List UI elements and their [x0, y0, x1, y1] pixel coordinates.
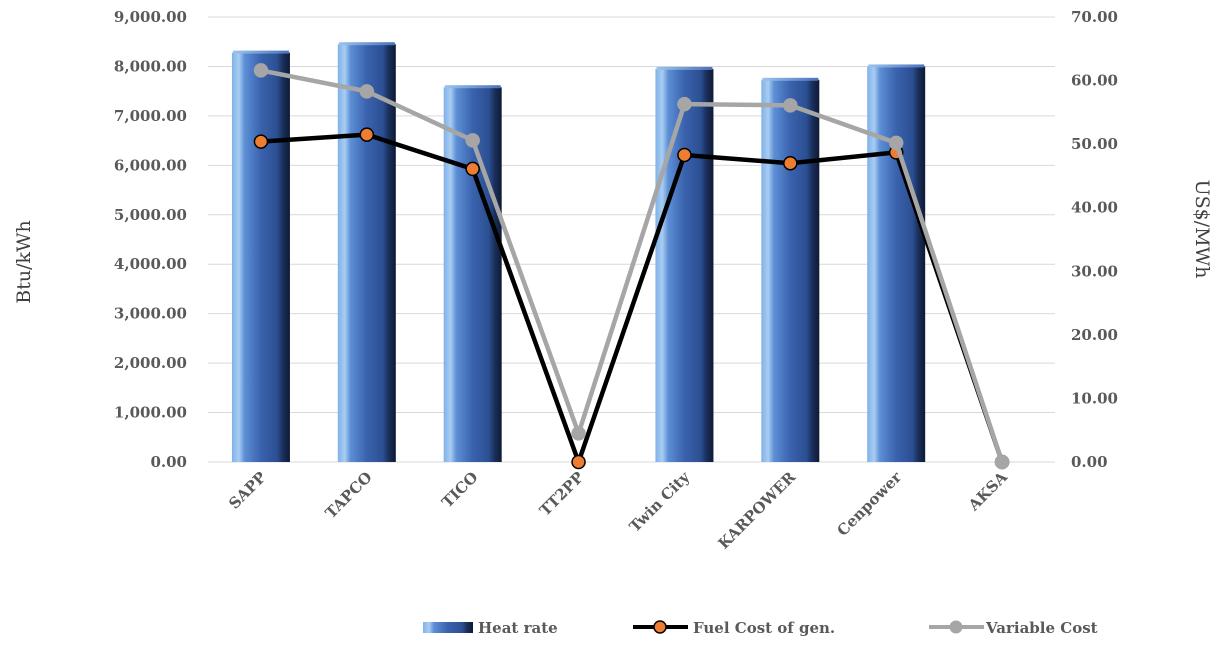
bar-heat-rate [761, 79, 820, 463]
category-label: KARPOWER [715, 468, 800, 553]
right-tick-label: 0.00 [1071, 453, 1108, 471]
legend-label-variable-cost: Variable Cost [985, 619, 1098, 637]
left-tick-label: 8,000.00 [114, 57, 187, 75]
line-fuel-cost [260, 132, 1005, 465]
right-tick-label: 10.00 [1071, 389, 1118, 407]
point-variable-cost [465, 133, 480, 148]
left-tick-label: 2,000.00 [114, 354, 187, 372]
left-tick-label: 5,000.00 [114, 206, 187, 224]
left-tick-label: 1,000.00 [114, 404, 187, 422]
bar-top [444, 85, 501, 89]
bar-heat-rate [337, 44, 396, 462]
category-label: AKSA [964, 468, 1011, 515]
right-tick-label: 60.00 [1071, 72, 1118, 90]
line-variable-cost [260, 68, 1005, 463]
right-axis-title: US$/MWh [1191, 180, 1213, 279]
category-label: TAPCO [322, 468, 376, 522]
point-fuel-cost [677, 147, 692, 163]
category-label: Cenpower [833, 467, 905, 539]
right-tick-label: 70.00 [1071, 8, 1118, 26]
point-variable-cost [571, 426, 586, 441]
right-tick-label: 30.00 [1071, 262, 1118, 280]
bar-heat-rate [443, 87, 502, 462]
bar-top [232, 50, 289, 54]
right-axis-ticks: 0.00 10.00 20.00 30.00 40.00 50.00 60.00 70.00 [1071, 8, 1118, 471]
point-variable-cost [994, 454, 1010, 470]
point-variable-cost [253, 63, 269, 78]
point-variable-cost [888, 135, 904, 151]
point-variable-cost [677, 96, 692, 112]
left-tick-label: 9,000.00 [114, 8, 187, 26]
right-tick-label: 50.00 [1071, 135, 1118, 153]
point-fuel-cost [571, 454, 586, 470]
point-fuel-cost [253, 134, 269, 149]
bar-heat-rate [655, 68, 714, 463]
left-tick-label: 6,000.00 [114, 156, 187, 174]
category-label: TICO [438, 468, 481, 511]
point-variable-cost [783, 98, 798, 113]
bar-top [868, 64, 925, 68]
category-labels: SAPP TAPCO TICO TT2PP Twin City KARPOWER Cenpo… [225, 467, 1011, 552]
point-variable-cost [359, 84, 375, 99]
legend-item-variable-cost: Variable Cost [929, 619, 1098, 637]
legend-marker-fuel-cost [653, 620, 667, 634]
right-tick-label: 40.00 [1071, 199, 1118, 217]
point-fuel-cost [783, 155, 798, 171]
legend-item-fuel-cost: Fuel Cost of gen. [633, 619, 835, 637]
bar-heat-rate [231, 52, 290, 462]
legend-swatch-heat-rate [423, 622, 473, 633]
left-axis-title: Btu/kWh [13, 220, 35, 304]
category-label: TT2PP [536, 468, 587, 519]
legend-label-fuel-cost: Fuel Cost of gen. [693, 619, 835, 637]
bar-heat-rate [867, 66, 926, 462]
legend-marker-variable-cost [949, 620, 963, 634]
left-axis-ticks: 0.00 1,000.00 2,000.00 3,000.00 4,000.00 5,00… [114, 8, 187, 471]
right-tick-label: 20.00 [1071, 326, 1118, 344]
point-fuel-cost [465, 161, 480, 177]
heat-rate-bars [231, 42, 926, 463]
left-tick-label: 4,000.00 [114, 255, 187, 273]
left-tick-label: 0.00 [150, 453, 187, 471]
left-tick-label: 7,000.00 [114, 107, 187, 125]
legend-label-heat-rate: Heat rate [478, 619, 558, 637]
legend: Heat rate Fuel Cost of gen. Variable Cos… [423, 619, 1098, 637]
category-label: Twin City [626, 467, 694, 535]
bar-top [762, 77, 819, 81]
bar-top [656, 66, 713, 70]
bar-top [338, 42, 395, 46]
cost-lines [253, 63, 1010, 470]
legend-item-heat-rate: Heat rate [423, 619, 558, 637]
left-tick-label: 3,000.00 [114, 305, 187, 323]
category-label: SAPP [225, 468, 270, 513]
point-fuel-cost [359, 127, 375, 142]
